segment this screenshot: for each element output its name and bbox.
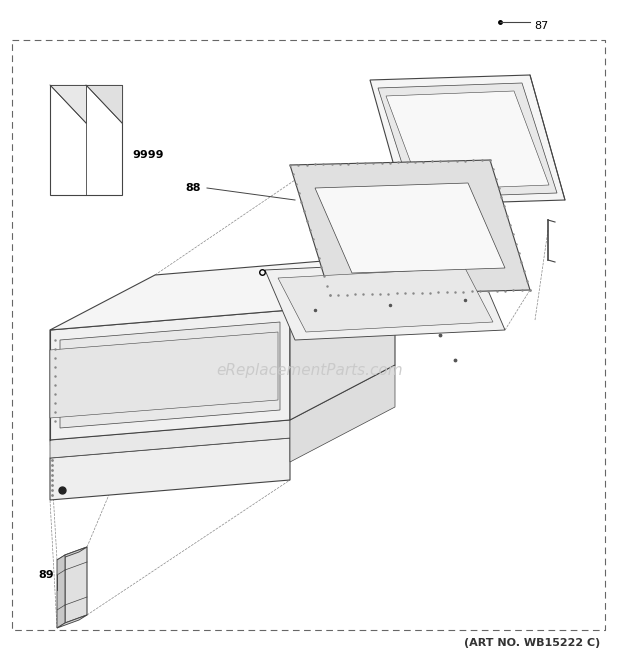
Text: eReplacementParts.com: eReplacementParts.com <box>216 362 404 377</box>
Polygon shape <box>290 365 395 462</box>
Polygon shape <box>50 85 122 195</box>
Polygon shape <box>50 438 290 500</box>
Polygon shape <box>50 332 278 418</box>
Text: 87: 87 <box>534 21 548 31</box>
Text: 9999: 9999 <box>132 150 164 160</box>
Polygon shape <box>370 75 565 205</box>
Polygon shape <box>290 255 395 420</box>
Polygon shape <box>50 85 86 123</box>
Polygon shape <box>65 547 87 623</box>
Polygon shape <box>50 420 290 458</box>
Polygon shape <box>57 615 87 628</box>
Polygon shape <box>50 255 395 330</box>
Text: 89: 89 <box>38 570 53 580</box>
Text: (ART NO. WB15222 C): (ART NO. WB15222 C) <box>464 638 600 648</box>
Polygon shape <box>57 555 65 628</box>
Polygon shape <box>378 83 557 198</box>
Text: 88: 88 <box>185 183 200 193</box>
Polygon shape <box>290 160 530 295</box>
Polygon shape <box>60 322 280 428</box>
Polygon shape <box>50 365 395 440</box>
Polygon shape <box>386 91 549 190</box>
Polygon shape <box>265 260 505 340</box>
Polygon shape <box>315 183 505 273</box>
Polygon shape <box>50 310 290 440</box>
Polygon shape <box>86 85 122 123</box>
Polygon shape <box>278 268 493 332</box>
Polygon shape <box>57 547 87 560</box>
